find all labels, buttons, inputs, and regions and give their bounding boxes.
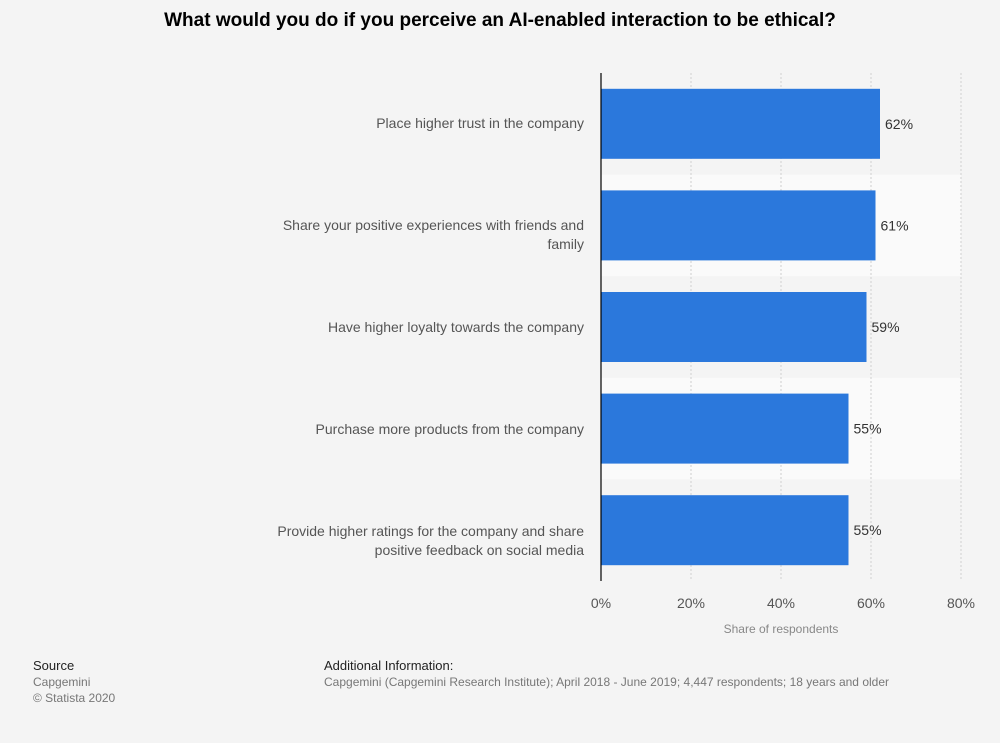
bars	[601, 88, 880, 566]
value-label: 55%	[854, 522, 882, 538]
bar	[601, 292, 867, 362]
category-label-ratings: Provide higher ratings for the company a…	[277, 523, 584, 558]
x-tick-label: 20%	[677, 595, 705, 611]
source-line-copyright: © Statista 2020	[33, 691, 116, 705]
x-tick-label: 80%	[947, 595, 975, 611]
x-tick-labels: 0% 20% 40% 60% 80%	[591, 595, 975, 611]
value-label: 59%	[872, 319, 900, 335]
additional-info-block: Additional Information: Capgemini (Capge…	[324, 658, 889, 690]
x-tick-label: 40%	[767, 595, 795, 611]
category-label-trust: Place higher trust in the company	[376, 115, 584, 131]
additional-info-heading: Additional Information:	[324, 658, 454, 673]
value-labels: 62% 61% 59% 55% 55%	[854, 116, 914, 538]
bar	[601, 495, 849, 566]
source-line-publisher: Capgemini	[33, 675, 91, 689]
chart-title: What would you do if you perceive an AI-…	[164, 10, 836, 31]
bar	[601, 393, 849, 464]
additional-info-text: Capgemini (Capgemini Research Institute)…	[324, 675, 890, 689]
value-label: 55%	[854, 421, 882, 437]
source-block: Source Capgemini © Statista 2020	[33, 658, 115, 706]
bar	[601, 88, 880, 159]
x-tick-label: 60%	[857, 595, 885, 611]
bar	[601, 190, 876, 261]
value-label: 62%	[885, 116, 913, 132]
x-tick-label: 0%	[591, 595, 611, 611]
x-axis-label: Share of respondents	[724, 622, 839, 636]
category-label-share: Share your positive experiences with fri…	[282, 217, 584, 252]
source-heading: Source	[33, 658, 75, 673]
category-label-purchase: Purchase more products from the company	[315, 421, 584, 437]
category-label-loyalty: Have higher loyalty towards the company	[327, 319, 584, 335]
value-label: 61%	[881, 217, 909, 233]
